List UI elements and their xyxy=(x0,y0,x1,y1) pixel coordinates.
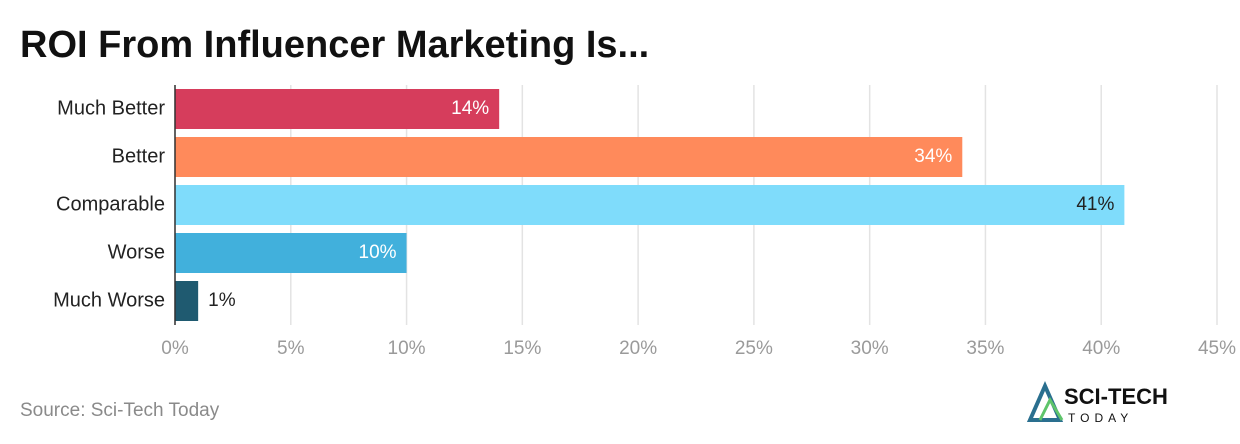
x-tick-label: 35% xyxy=(966,338,1004,359)
logo-icon xyxy=(1026,381,1064,422)
source: Source: Sci-Tech Today xyxy=(20,400,220,421)
x-tick-label: 25% xyxy=(735,338,773,359)
y-tick-label: Comparable xyxy=(56,193,165,215)
value-label: 41% xyxy=(1076,194,1114,215)
value-label: 1% xyxy=(208,290,236,311)
y-tick-label: Worse xyxy=(108,241,165,263)
x-tick-label: 5% xyxy=(277,338,305,359)
x-tick-label: 20% xyxy=(619,338,657,359)
x-tick-label: 0% xyxy=(161,338,189,359)
logo-tagline: TODAY xyxy=(1068,411,1133,425)
y-tick-label: Better xyxy=(112,145,166,167)
bar xyxy=(175,281,199,321)
logo-icon xyxy=(1038,396,1064,421)
chart-title: ROI From Influencer Marketing Is... xyxy=(20,24,649,66)
x-tick-label: 10% xyxy=(388,338,426,359)
bar xyxy=(175,89,500,129)
bar xyxy=(175,137,963,177)
x-tick-label: 30% xyxy=(851,338,889,359)
bar xyxy=(175,233,407,273)
bar xyxy=(175,185,1125,225)
y-tick-label: Much Worse xyxy=(53,289,165,311)
value-label: 14% xyxy=(451,98,489,119)
value-label: 10% xyxy=(359,242,397,263)
x-tick-label: 15% xyxy=(503,338,541,359)
x-tick-label: 45% xyxy=(1198,338,1236,359)
logo-name: SCI-TECH xyxy=(1064,384,1168,409)
x-tick-label: 40% xyxy=(1082,338,1120,359)
logo: SCI-TECH TODAY xyxy=(1026,381,1168,425)
value-label: 34% xyxy=(914,146,952,167)
y-tick-label: Much Better xyxy=(57,97,165,119)
